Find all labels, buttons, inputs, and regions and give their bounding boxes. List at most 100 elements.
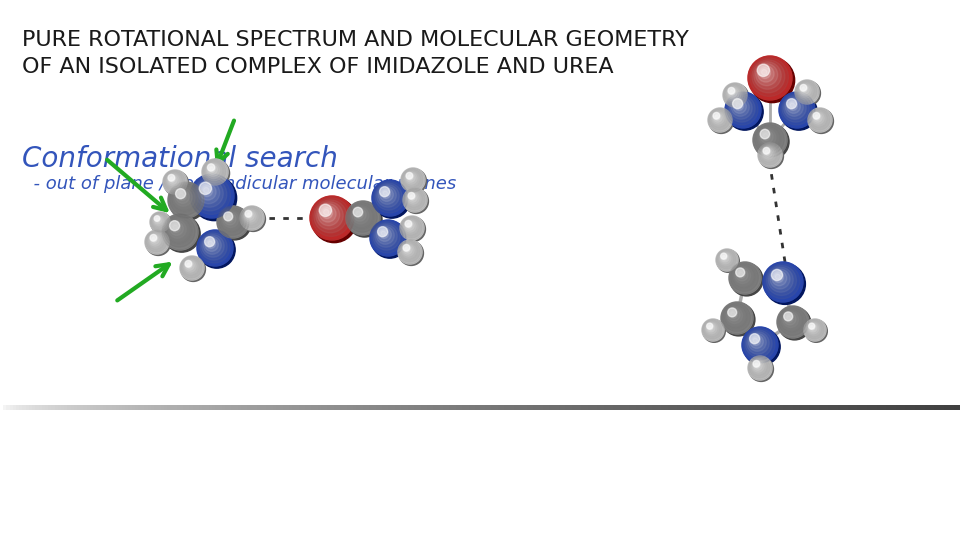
Circle shape (373, 223, 400, 250)
Circle shape (756, 126, 781, 152)
Bar (889, 405, 893, 410)
Bar (915, 405, 919, 410)
Circle shape (373, 181, 410, 218)
Circle shape (196, 180, 224, 207)
Bar (809, 405, 812, 410)
Circle shape (400, 242, 419, 260)
Bar (308, 405, 311, 410)
Circle shape (811, 111, 827, 126)
Bar (444, 405, 446, 410)
Circle shape (760, 131, 773, 143)
Circle shape (722, 303, 751, 332)
Circle shape (348, 202, 377, 232)
Bar (315, 405, 318, 410)
Circle shape (377, 227, 388, 237)
Circle shape (730, 310, 737, 319)
Bar (845, 405, 848, 410)
Bar (757, 405, 761, 410)
Circle shape (202, 159, 228, 185)
Bar (604, 405, 607, 410)
Bar (74, 405, 77, 410)
Bar (12, 405, 16, 410)
Circle shape (797, 82, 815, 100)
Circle shape (408, 176, 411, 178)
Circle shape (312, 198, 357, 242)
Circle shape (777, 306, 809, 338)
Bar (681, 405, 684, 410)
Circle shape (724, 305, 748, 329)
Circle shape (764, 264, 805, 305)
Circle shape (748, 56, 792, 100)
Bar (109, 405, 112, 410)
Bar (492, 405, 494, 410)
Circle shape (320, 204, 331, 217)
Circle shape (757, 66, 774, 82)
Circle shape (402, 169, 423, 190)
Circle shape (221, 210, 241, 230)
Circle shape (151, 235, 159, 244)
Circle shape (200, 233, 228, 260)
Circle shape (725, 92, 761, 128)
Circle shape (813, 112, 820, 119)
Bar (16, 405, 19, 410)
Circle shape (408, 193, 418, 202)
Circle shape (175, 188, 192, 206)
Circle shape (349, 204, 374, 230)
Bar (556, 405, 559, 410)
Bar (623, 405, 626, 410)
Circle shape (787, 100, 801, 113)
Circle shape (760, 145, 779, 163)
Circle shape (404, 171, 420, 186)
Circle shape (241, 207, 262, 228)
Bar (423, 405, 427, 410)
Circle shape (755, 124, 789, 159)
Circle shape (155, 217, 162, 224)
Bar (64, 405, 67, 410)
Circle shape (752, 60, 785, 93)
Circle shape (749, 357, 774, 381)
Bar (697, 405, 700, 410)
Bar (440, 405, 444, 410)
Bar (100, 405, 103, 410)
Circle shape (202, 235, 225, 257)
Bar (790, 405, 793, 410)
Bar (276, 405, 279, 410)
Bar (831, 405, 835, 410)
Circle shape (772, 271, 787, 286)
Bar (257, 405, 260, 410)
Circle shape (381, 190, 391, 198)
Circle shape (756, 64, 778, 86)
Circle shape (708, 326, 711, 328)
Bar (854, 405, 857, 410)
Circle shape (796, 81, 821, 105)
Circle shape (719, 252, 732, 266)
Circle shape (182, 258, 200, 276)
Circle shape (353, 207, 363, 217)
Bar (755, 405, 757, 410)
Bar (453, 405, 456, 410)
Bar (908, 405, 912, 410)
Circle shape (199, 232, 235, 268)
Circle shape (711, 111, 726, 126)
Circle shape (702, 319, 724, 341)
Circle shape (204, 238, 218, 252)
Bar (729, 405, 732, 410)
Circle shape (762, 147, 774, 159)
Bar (341, 405, 344, 410)
Bar (138, 405, 141, 410)
Circle shape (807, 322, 821, 336)
Circle shape (787, 316, 791, 320)
Circle shape (403, 219, 419, 234)
Bar (774, 405, 777, 410)
Bar (600, 405, 604, 410)
Circle shape (804, 319, 826, 341)
Bar (504, 405, 507, 410)
Circle shape (749, 357, 770, 378)
Bar (196, 405, 199, 410)
Circle shape (731, 264, 758, 292)
Circle shape (405, 247, 408, 251)
Bar (879, 405, 883, 410)
Circle shape (731, 264, 763, 296)
Circle shape (405, 190, 423, 208)
Circle shape (316, 202, 344, 230)
